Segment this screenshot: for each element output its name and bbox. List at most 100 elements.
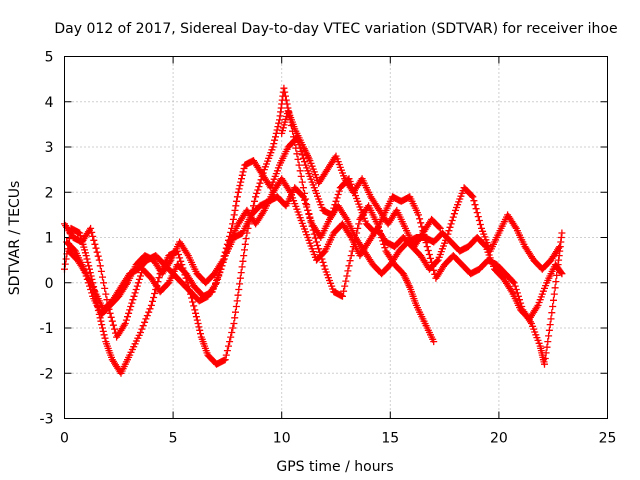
data-point — [553, 271, 561, 279]
data-point — [274, 123, 282, 131]
data-point — [241, 240, 249, 248]
data-point — [299, 184, 307, 192]
data-point — [293, 150, 301, 158]
data-point — [229, 215, 237, 223]
data-point — [155, 274, 163, 282]
data-point — [306, 213, 314, 221]
data-point — [242, 235, 250, 243]
data-point — [433, 257, 441, 265]
data-point — [231, 206, 239, 214]
data-point — [194, 320, 202, 327]
tick-labels: 0 5 10 15 20 25 -3 -2 -1 0 1 2 3 4 5 — [40, 50, 617, 447]
data-point — [217, 265, 225, 273]
data-point — [450, 210, 458, 218]
data-point — [218, 262, 226, 270]
data-point — [545, 326, 553, 334]
y-tick-label: -1 — [40, 321, 54, 337]
data-point — [281, 88, 289, 96]
data-point — [146, 305, 154, 313]
grid-lines — [64, 56, 608, 419]
data-point — [425, 251, 433, 258]
data-point — [101, 334, 109, 342]
data-point — [232, 308, 239, 316]
data-point — [96, 262, 104, 270]
data-point — [295, 161, 303, 169]
y-tick-label: -3 — [40, 412, 54, 428]
data-point — [424, 247, 432, 254]
data-point — [473, 209, 481, 217]
data-point — [555, 244, 563, 252]
data-point — [91, 240, 99, 248]
data-point — [238, 175, 245, 183]
data-point — [141, 318, 149, 326]
data-point — [151, 290, 159, 297]
data-point — [254, 186, 262, 194]
data-point — [435, 223, 443, 231]
data-point — [232, 303, 240, 310]
data-point — [445, 227, 453, 235]
data-point — [511, 223, 519, 231]
data-point — [189, 298, 197, 306]
data-point — [111, 325, 118, 333]
data-point — [94, 252, 102, 260]
data-point — [296, 167, 304, 175]
data-point — [470, 197, 478, 205]
data-point — [302, 200, 310, 208]
data-point — [319, 258, 327, 266]
data-point — [509, 278, 517, 286]
data-point — [219, 258, 227, 266]
chart-title: Day 012 of 2017, Sidereal Day-to-day VTE… — [54, 21, 617, 37]
data-point — [259, 208, 267, 216]
data-point — [541, 360, 548, 368]
data-point — [106, 309, 114, 317]
data-point — [448, 217, 456, 224]
data-point — [128, 299, 136, 307]
y-tick-label: -2 — [40, 366, 54, 382]
data-point — [223, 347, 231, 355]
data-point — [355, 220, 363, 228]
data-point — [335, 187, 343, 195]
data-point — [138, 325, 146, 333]
data-point — [297, 172, 305, 180]
data-point — [481, 241, 489, 249]
data-point — [231, 314, 239, 322]
data-point — [430, 338, 438, 346]
data-point — [121, 320, 129, 327]
data-point — [237, 178, 245, 186]
series-track-e — [278, 107, 444, 251]
data-point — [301, 196, 308, 204]
data-point — [474, 213, 482, 221]
data-point — [192, 313, 200, 321]
data-point — [93, 248, 101, 256]
data-point — [176, 254, 184, 262]
x-tick-label: 10 — [273, 431, 291, 447]
data-point — [131, 289, 139, 297]
data-point — [150, 294, 158, 301]
data-point — [305, 210, 313, 218]
data-point — [471, 201, 479, 209]
data-point — [556, 243, 564, 251]
y-tick-label: 1 — [45, 231, 54, 247]
data-point — [550, 290, 558, 298]
x-tick-label: 25 — [599, 431, 617, 447]
data-point — [215, 272, 223, 280]
data-point — [88, 228, 96, 236]
data-point — [476, 221, 484, 228]
data-point — [85, 262, 93, 270]
data-point — [92, 244, 100, 252]
data-point — [513, 289, 521, 297]
data-point — [347, 252, 355, 260]
data-point — [229, 324, 237, 332]
data-point — [271, 136, 279, 144]
data-point — [226, 338, 234, 346]
y-tick-label: 3 — [45, 140, 54, 156]
data-point — [89, 232, 97, 240]
data-point — [126, 306, 134, 314]
x-tick-label: 0 — [60, 431, 69, 447]
data-point — [469, 193, 477, 201]
data-point — [549, 303, 557, 310]
data-point — [551, 284, 559, 292]
data-point — [314, 241, 321, 249]
data-point — [552, 278, 560, 286]
